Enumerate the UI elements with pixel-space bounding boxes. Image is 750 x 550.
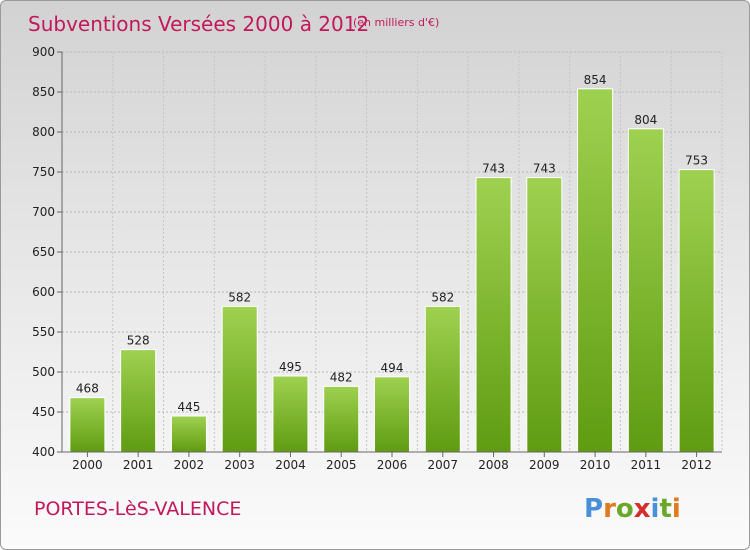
chart-subtitle: (en milliers d'€) <box>353 16 439 29</box>
x-tick-label: 2002 <box>174 458 205 472</box>
bar <box>526 177 563 453</box>
y-tick-label: 400 <box>32 445 55 459</box>
y-tick-label: 600 <box>32 285 55 299</box>
x-tick-label: 2004 <box>275 458 306 472</box>
bar <box>627 128 664 453</box>
y-tick-label: 700 <box>32 205 55 219</box>
logo-letter: P <box>584 494 603 524</box>
y-tick-label: 550 <box>32 325 55 339</box>
bar <box>577 88 614 453</box>
bar <box>373 376 411 453</box>
x-tick-label: 2006 <box>377 458 408 472</box>
bar-value-label: 495 <box>279 360 302 374</box>
proxiti-logo: Proxiti <box>584 494 681 524</box>
bar-value-label: 743 <box>533 162 556 176</box>
logo-letter: t <box>659 494 671 524</box>
bar-value-label: 494 <box>381 361 404 375</box>
y-tick-label: 750 <box>32 165 55 179</box>
x-tick-label: 2003 <box>224 458 255 472</box>
x-tick-label: 2005 <box>326 458 357 472</box>
bar-value-label: 743 <box>482 162 505 176</box>
bar <box>475 177 512 453</box>
bar <box>272 375 309 453</box>
bar <box>424 305 461 453</box>
bar <box>170 415 207 453</box>
x-tick-label: 2008 <box>478 458 509 472</box>
bar-value-label: 482 <box>330 370 353 384</box>
grid <box>61 51 723 453</box>
logo-letter: x <box>634 494 651 524</box>
bar <box>323 385 360 453</box>
y-tick-label: 650 <box>32 245 55 259</box>
x-tick-label: 2001 <box>123 458 154 472</box>
bar <box>221 305 258 453</box>
bar-value-label: 582 <box>431 290 454 304</box>
y-axis: 400 450 500 550 600 650 700 750 800 850 900 <box>32 45 63 459</box>
x-axis: 2000 2001 2002 2003 2004 2005 2006 2007 2008 2009… <box>62 451 722 472</box>
logo-letter: r <box>603 494 616 524</box>
bars: 468 528 445 582 495 482 494 582 743 743 854 804 753 <box>69 73 715 453</box>
x-tick-label: 2007 <box>427 458 458 472</box>
y-tick-label: 800 <box>32 125 55 139</box>
y-tick-label: 900 <box>32 45 55 59</box>
y-tick-label: 850 <box>32 85 55 99</box>
bar-value-label: 582 <box>228 290 251 304</box>
x-tick-label: 2012 <box>681 458 712 472</box>
bar-value-label: 445 <box>177 400 200 414</box>
bar-value-label: 804 <box>634 113 657 127</box>
y-tick-label: 450 <box>32 405 55 419</box>
bar <box>678 169 715 453</box>
x-tick-label: 2011 <box>631 458 662 472</box>
bar-value-label: 468 <box>76 382 99 396</box>
bar-value-label: 854 <box>584 73 607 87</box>
bar <box>120 349 157 453</box>
logo-letter: o <box>616 494 634 524</box>
bar-value-label: 753 <box>685 154 708 168</box>
town-name: PORTES-LèS-VALENCE <box>34 498 241 520</box>
x-tick-label: 2000 <box>72 458 103 472</box>
bar-value-label: 528 <box>127 334 150 348</box>
chart-title: Subventions Versées 2000 à 2012 <box>28 12 369 36</box>
y-tick-label: 500 <box>32 365 55 379</box>
logo-letter: i <box>672 494 681 524</box>
logo-letter: i <box>651 494 660 524</box>
bar <box>69 397 106 453</box>
x-tick-label: 2009 <box>529 458 560 472</box>
x-tick-label: 2010 <box>580 458 611 472</box>
